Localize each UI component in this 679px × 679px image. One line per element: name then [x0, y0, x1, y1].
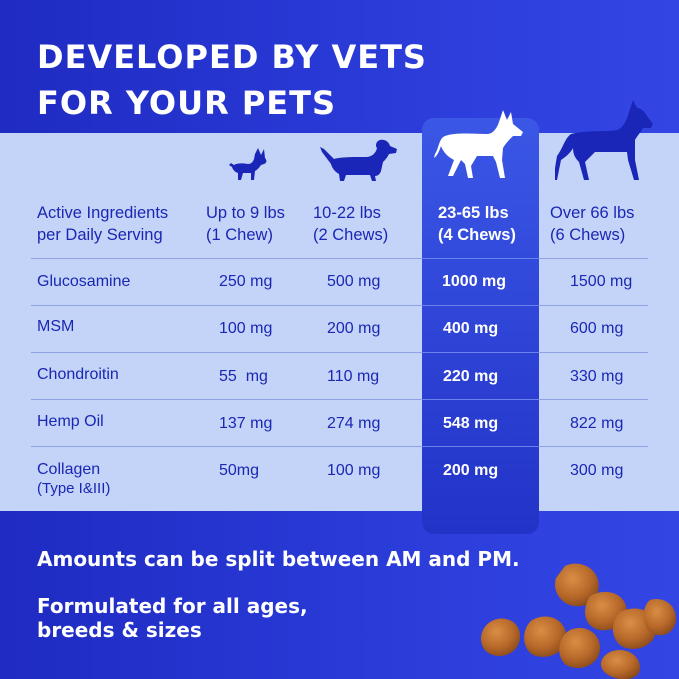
table-cell: 100 mg	[219, 320, 273, 337]
table-cell: 200 mg	[443, 462, 499, 479]
row-divider	[31, 352, 648, 353]
row-divider	[31, 399, 648, 400]
table-cell: 500 mg	[327, 273, 381, 290]
table-cell: 50mg	[219, 462, 260, 479]
shepherd-icon	[434, 110, 523, 178]
headline-line-1: DEVELOPED BY VETS	[37, 38, 427, 76]
table-cell: 110 mg	[327, 368, 380, 385]
table-cell: 822 mg	[570, 415, 624, 432]
ingredient-collagen: Collagen (Type I&III)	[37, 461, 111, 497]
split-dose-note: Amounts can be split between AM and PM.	[37, 547, 520, 571]
table-cell: 55 mg	[219, 368, 268, 385]
table-cell: 548 mg	[443, 415, 499, 432]
table-cell: 600 mg	[570, 320, 624, 337]
ingredient-chondroitin: Chondroitin	[37, 366, 119, 383]
table-cell: 100 mg	[327, 462, 381, 479]
row-divider	[31, 258, 648, 259]
table-cell: 300 mg	[570, 462, 624, 479]
column-header-up-to-9-lbs: Up to 9 lbs (1 Chew)	[206, 204, 285, 244]
ingredient-msm: MSM	[37, 318, 75, 335]
column-header-10-22-lbs: 10-22 lbs (2 Chews)	[313, 204, 389, 244]
table-cell: 400 mg	[443, 320, 499, 337]
table-cell: 137 mg	[219, 415, 273, 432]
headline-line-2: FOR YOUR PETS	[37, 84, 337, 122]
great-dane-icon	[555, 100, 653, 180]
table-cell: 200 mg	[327, 320, 381, 337]
column-header-over-66-lbs: Over 66 lbs (6 Chews)	[550, 204, 635, 244]
ingredients-header: Active Ingredients per Daily Serving	[37, 204, 169, 244]
column-header-23-65-lbs: 23-65 lbs (4 Chews)	[438, 204, 516, 244]
table-cell: 1000 mg	[442, 273, 507, 290]
table-cell: 220 mg	[443, 368, 499, 385]
dachshund-icon	[320, 139, 397, 181]
table-cell: 1500 mg	[570, 273, 633, 290]
headline: DEVELOPED BY VETS FOR YOUR PETS	[37, 34, 427, 126]
highlighted-column	[422, 118, 539, 534]
row-divider	[31, 305, 648, 306]
table-cell: 330 mg	[570, 368, 624, 385]
ingredient-glucosamine: Glucosamine	[37, 273, 131, 290]
table-cell: 274 mg	[327, 415, 381, 432]
table-cell: 250 mg	[219, 273, 273, 290]
soft-chews-image	[481, 563, 676, 679]
small-chihuahua-icon	[229, 148, 267, 180]
dosage-table	[0, 133, 679, 511]
row-divider	[31, 446, 648, 447]
formulation-tagline: Formulated for all ages, breeds & sizes	[37, 594, 308, 642]
ingredient-hemp-oil: Hemp Oil	[37, 413, 104, 430]
